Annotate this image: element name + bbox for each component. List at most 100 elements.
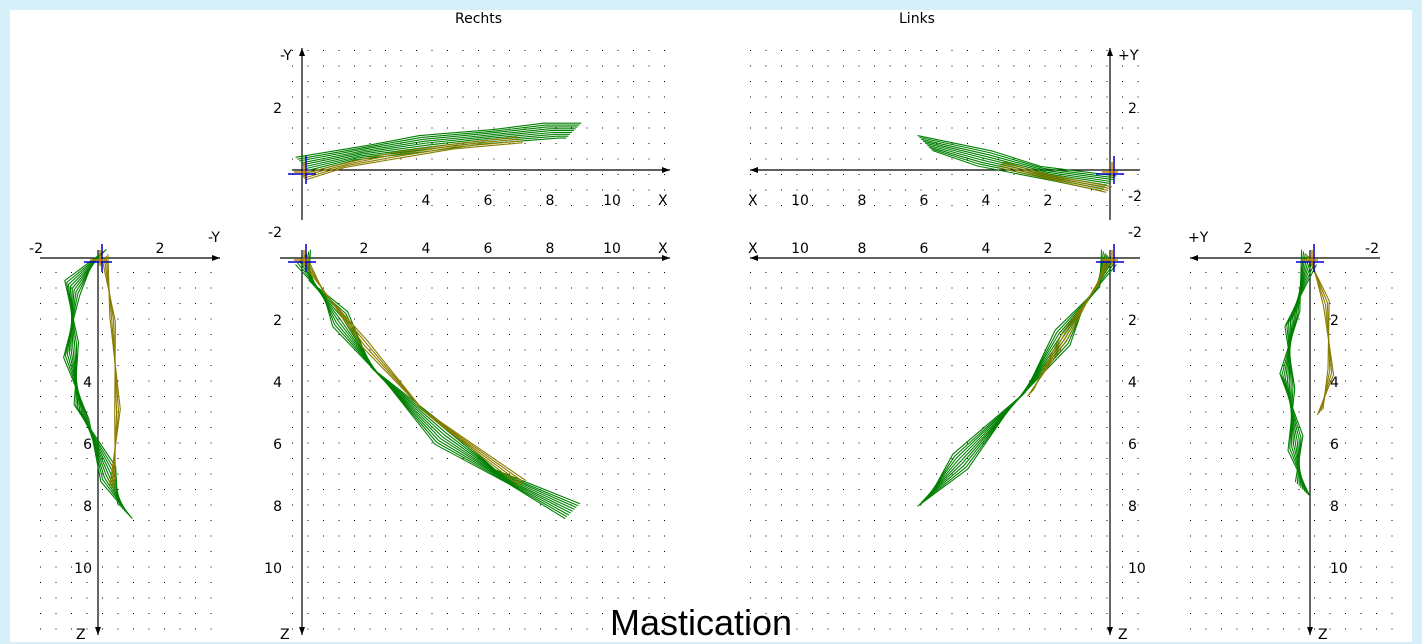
grid-dot	[982, 597, 984, 599]
grid-dot	[951, 112, 953, 113]
grid-dot	[385, 318, 386, 320]
grid-dot	[86, 613, 88, 614]
grid-dot	[540, 318, 541, 320]
grid-dot	[71, 427, 72, 428]
grid-dot	[1060, 613, 1061, 614]
grid-dot	[369, 396, 371, 397]
grid-dot	[148, 535, 150, 537]
grid-dot	[1137, 380, 1139, 382]
grid-dot	[462, 96, 464, 98]
grid-dot	[55, 272, 57, 273]
grid-dot	[843, 143, 844, 144]
grid-dot	[1060, 489, 1061, 490]
grid-dot	[796, 520, 798, 521]
grid-dot	[967, 458, 968, 459]
grid-dot	[1391, 489, 1393, 490]
grid-dot	[1091, 535, 1092, 537]
grid-dot	[1329, 582, 1331, 583]
grid-dot	[117, 520, 119, 521]
grid-dot	[509, 272, 510, 273]
grid-dot	[998, 442, 999, 444]
grid-dot	[1029, 582, 1030, 583]
grid-dot	[1221, 334, 1222, 335]
grid-dot	[920, 535, 922, 537]
grid-dot	[750, 427, 751, 428]
grid-dot	[385, 520, 386, 521]
grid-dot	[524, 442, 526, 444]
grid-dot	[858, 158, 860, 160]
grid-dot	[1029, 272, 1030, 273]
grid-dot	[1298, 566, 1300, 568]
grid-dot	[1091, 504, 1092, 506]
grid-dot	[602, 520, 603, 521]
grid-dot	[210, 411, 212, 413]
grid-dot	[493, 396, 495, 397]
series-trace	[64, 262, 132, 518]
grid-dot	[664, 334, 665, 335]
grid-dot	[431, 551, 433, 552]
grid-dot	[1221, 489, 1222, 490]
grid-dot	[148, 318, 150, 320]
grid-dot	[338, 504, 340, 506]
grid-dot	[858, 396, 860, 397]
grid-dot	[164, 411, 165, 413]
grid-dot	[827, 613, 829, 614]
x-tick-label: 6	[920, 241, 929, 257]
grid-dot	[1221, 566, 1222, 568]
grid-dot	[765, 318, 767, 320]
grid-dot	[493, 334, 495, 335]
grid-dot	[323, 520, 324, 521]
grid-dot	[812, 50, 813, 51]
grid-dot	[1252, 365, 1253, 366]
grid-dot	[1075, 473, 1077, 475]
grid-dot	[1122, 442, 1123, 444]
grid-dot	[400, 489, 402, 490]
grid-dot	[1360, 349, 1362, 351]
grid-dot	[1044, 411, 1046, 413]
x-axis-label: X	[658, 241, 668, 257]
grid-dot	[1060, 473, 1061, 475]
grid-dot	[400, 473, 402, 475]
grid-dot	[874, 442, 875, 444]
grid-dot	[843, 287, 844, 289]
grid-dot	[447, 96, 448, 98]
grid-dot	[1205, 504, 1207, 506]
grid-dot	[920, 582, 922, 583]
grid-dot	[827, 473, 829, 475]
grid-dot	[967, 65, 968, 67]
grid-dot	[148, 272, 150, 273]
grid-dot	[571, 189, 572, 191]
grid-dot	[765, 143, 767, 144]
grid-dot	[905, 50, 906, 51]
grid-dot	[586, 189, 588, 191]
grid-dot	[936, 96, 937, 98]
grid-dot	[843, 334, 844, 335]
grid-dot	[602, 65, 603, 67]
grid-dot	[1329, 411, 1331, 413]
grid-dot	[967, 473, 968, 475]
grid-dot	[905, 65, 906, 67]
grid-dot	[102, 349, 103, 351]
x-axis-arrow	[662, 255, 670, 261]
grid-dot	[55, 287, 57, 289]
grid-dot	[102, 551, 103, 552]
grid-dot	[1060, 458, 1061, 459]
grid-dot	[509, 205, 510, 206]
grid-dot	[1205, 380, 1207, 382]
grid-dot	[1044, 189, 1046, 191]
grid-dot	[524, 50, 526, 51]
grid-dot	[936, 504, 937, 506]
grid-dot	[1205, 458, 1207, 459]
grid-dot	[555, 189, 557, 191]
grid-dot	[633, 566, 634, 568]
grid-dot	[781, 349, 782, 351]
grid-dot	[55, 473, 57, 475]
grid-dot	[416, 272, 417, 273]
grid-dot	[796, 334, 798, 335]
grid-dot	[338, 287, 340, 289]
y-axis-label: Z	[76, 627, 86, 642]
grid-dot	[323, 50, 324, 51]
grid-dot	[1298, 520, 1300, 521]
grid-dot	[843, 442, 844, 444]
series-trace	[295, 264, 566, 520]
